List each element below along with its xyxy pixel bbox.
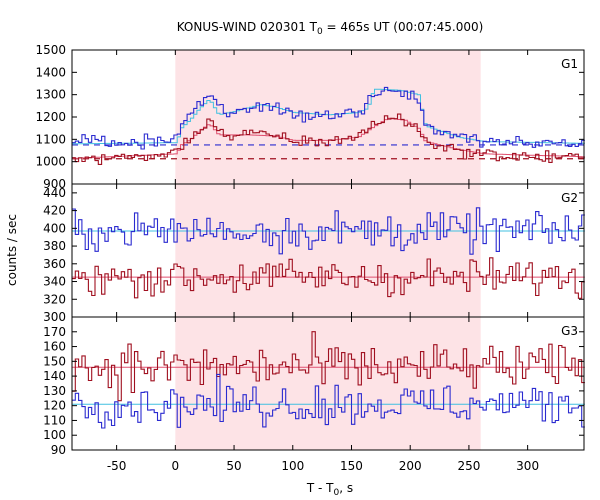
panel-g3-blue-series-line	[72, 373, 585, 429]
y-tick-label: 1500	[35, 43, 66, 57]
y-tick-label: 1200	[35, 110, 66, 124]
y-tick-label: 140	[43, 369, 66, 383]
y-tick-label: 130	[43, 384, 66, 398]
panel-frame	[71, 316, 585, 451]
x-tick-label: 50	[226, 459, 241, 473]
y-tick-label: 440	[43, 186, 66, 200]
panel-band-label: G2	[561, 191, 578, 205]
burst-interval-highlight	[175, 50, 481, 450]
y-tick-label: 120	[43, 399, 66, 413]
y-tick-label: 1000	[35, 155, 66, 169]
y-tick-label: 110	[43, 413, 66, 427]
panel-band-label: G1	[561, 57, 578, 71]
y-tick-label: 1300	[35, 88, 66, 102]
panel-g2: 300 320 340 360 380 400 420 440 G2	[43, 183, 585, 324]
y-tick-label: 170	[43, 325, 66, 339]
y-tick-label: 1400	[35, 65, 66, 79]
y-axis-label: counts / sec	[5, 214, 19, 286]
y-tick-label: 420	[43, 204, 66, 218]
x-tick-label: -50	[107, 459, 127, 473]
y-tick-label: 90	[51, 443, 66, 457]
panel-g3-red-series-line	[72, 331, 585, 402]
panels-group: 900100011001200130014001500G130032034036…	[35, 43, 585, 473]
y-tick-label: 150	[43, 354, 66, 368]
panel-g2-blue-series-line	[72, 207, 585, 255]
y-tick-label: 320	[43, 292, 66, 306]
x-tick-label: 200	[399, 459, 422, 473]
y-tick-label: 380	[43, 239, 66, 253]
panel-g1: 900 1000 1100 1200 1300 1400 1500 G1	[35, 43, 585, 191]
y-tick-label: 900	[43, 177, 66, 191]
y-tick-label: 100	[43, 428, 66, 442]
chart-title: KONUS-WIND 020301 T0 = 465s UT (00:07:45…	[177, 20, 484, 37]
x-tick-label: 0	[172, 459, 180, 473]
y-tick-label: 400	[43, 221, 66, 235]
x-tick-label: 300	[516, 459, 539, 473]
x-axis-label: T - T0, s	[306, 481, 353, 498]
y-tick-label: 340	[43, 275, 66, 289]
y-tick-label: 360	[43, 257, 66, 271]
x-tick-label: 100	[281, 459, 304, 473]
x-tick-label: 250	[457, 459, 480, 473]
y-tick-label: 1100	[35, 132, 66, 146]
panel-g2-red-series-line	[72, 257, 585, 299]
y-tick-label: 300	[43, 310, 66, 324]
y-tick-label: 160	[43, 340, 66, 354]
panel-band-label: G3	[561, 324, 578, 338]
x-tick-label: 150	[340, 459, 363, 473]
panel-g1-blue-series-line	[72, 86, 585, 150]
panel-g1-red-series-line	[72, 113, 585, 165]
